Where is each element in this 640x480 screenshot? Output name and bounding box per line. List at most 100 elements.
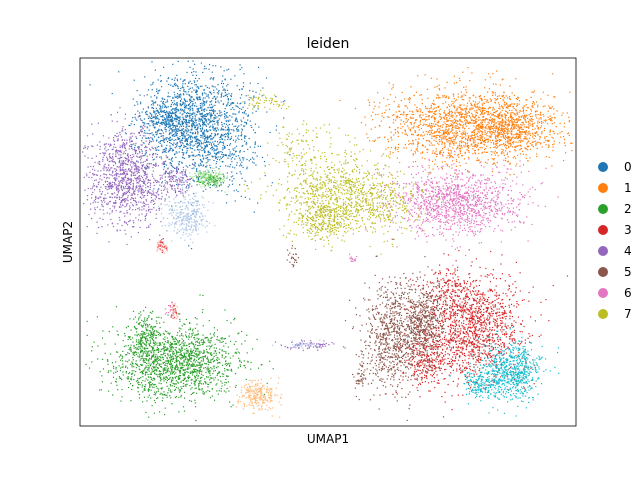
data-point [155,116,157,118]
data-point [161,400,164,402]
data-point [535,144,537,146]
data-point [506,126,508,128]
data-point [169,137,171,139]
data-point [223,373,225,375]
data-point [511,130,513,132]
data-point [141,364,143,367]
data-point [215,384,217,386]
data-point [181,333,183,335]
data-point [490,131,492,133]
data-point [146,358,148,360]
data-point [179,138,181,140]
data-point [510,128,512,130]
data-point [448,96,450,98]
data-point [405,113,407,116]
data-point [392,152,394,154]
data-point [203,392,206,394]
data-point [190,177,192,179]
data-point [165,130,167,133]
data-point [145,411,147,414]
data-point [177,128,179,130]
data-point [422,114,424,116]
data-point [457,153,459,156]
data-point [464,133,466,135]
data-point [507,160,510,162]
data-point [194,114,196,116]
data-point [188,154,190,157]
data-point [192,112,194,114]
data-point [130,145,133,147]
data-point [196,86,198,88]
data-point [401,113,403,115]
data-point [494,97,496,100]
data-point [184,345,186,347]
data-point [242,125,245,127]
data-point [121,360,124,362]
data-point [170,373,172,375]
data-point [497,117,500,119]
data-point [255,110,257,113]
data-point [512,124,514,126]
data-point [506,144,508,146]
data-point [535,153,538,155]
data-point [198,142,201,145]
data-point [176,353,178,355]
data-point [203,340,205,342]
data-point [432,135,435,137]
data-point [214,127,216,129]
data-point [263,393,265,395]
data-point [478,95,480,98]
data-point [222,82,225,85]
data-point [403,123,406,125]
data-point [473,146,476,148]
data-point [480,142,482,145]
data-point [196,170,198,172]
data-point [459,148,461,150]
data-point [169,360,171,363]
data-point [143,319,146,321]
data-point [451,120,453,122]
data-point [206,95,208,97]
data-point [388,108,391,110]
data-point [432,123,435,125]
data-point [212,119,214,122]
data-point [216,151,218,154]
data-point [481,107,484,110]
data-point [197,200,199,202]
data-point [155,131,157,134]
data-point [158,90,160,92]
data-point [525,138,527,140]
data-point [127,376,129,378]
data-point [473,150,476,152]
data-point [500,130,502,132]
data-point [451,124,453,126]
data-point [501,95,503,97]
data-point [385,109,387,111]
data-point [254,123,257,125]
data-point [202,125,204,127]
data-point [428,111,430,113]
data-point [494,131,497,133]
data-point [201,147,203,149]
data-point [516,121,518,123]
data-point [501,133,503,135]
data-point [152,310,154,312]
data-point [231,180,233,182]
data-point [191,82,193,85]
data-point [186,147,188,150]
data-point [203,101,206,103]
data-point [549,115,551,117]
data-point [397,143,400,146]
data-point [189,144,191,146]
data-point [532,105,534,107]
data-point [390,131,392,133]
data-point [380,120,382,122]
data-point [514,124,516,126]
data-point [549,118,551,120]
data-point [208,154,210,156]
data-point [387,116,389,118]
data-point [508,142,510,145]
data-point [141,386,143,388]
data-point [475,133,477,135]
data-point [175,126,177,128]
